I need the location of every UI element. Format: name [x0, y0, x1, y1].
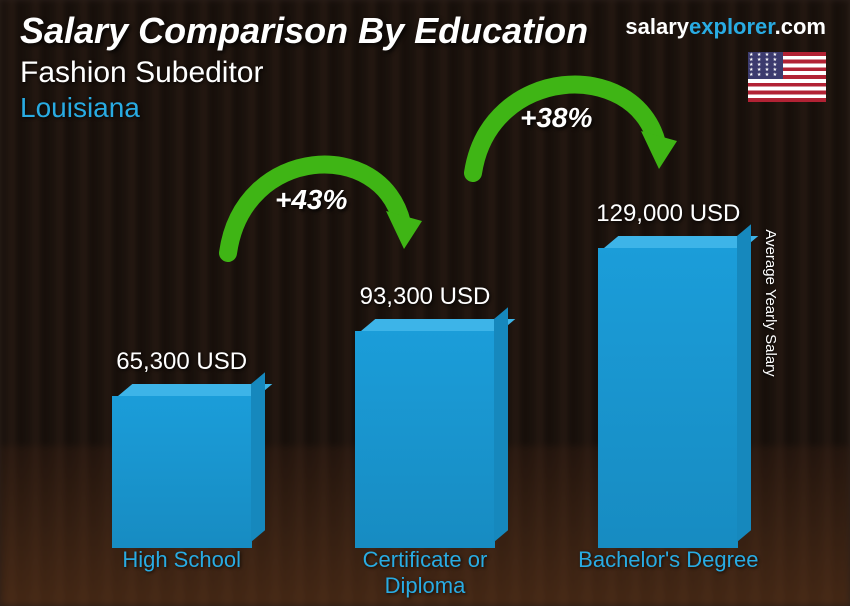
x-axis-label: High School	[82, 547, 282, 598]
bar-front-face	[112, 396, 252, 548]
bar-value-label: 65,300 USD	[116, 348, 247, 376]
bar-top-face	[118, 384, 272, 396]
bar	[112, 384, 252, 536]
x-axis-label: Bachelor's Degree	[568, 547, 768, 598]
bar	[598, 236, 738, 536]
bar-group: 129,000 USD	[568, 200, 768, 536]
x-axis-labels: High School Certificate or Diploma Bachelo…	[60, 547, 790, 598]
bar-top-face	[604, 236, 758, 248]
bar-front-face	[598, 248, 738, 548]
brand-part3: .com	[775, 14, 826, 39]
bar-group: 93,300 USD	[325, 283, 525, 536]
percent-increase-label: +38%	[520, 102, 592, 134]
bar-side-face	[251, 372, 265, 542]
us-flag-icon: ★ ★ ★ ★ ★ ★ ★ ★ ★ ★ ★ ★ ★ ★ ★ ★ ★ ★ ★ ★	[748, 52, 826, 102]
brand-part2: explorer	[689, 14, 775, 39]
subtitle-job: Fashion Subeditor	[20, 56, 830, 90]
subtitle-region: Louisiana	[20, 92, 830, 124]
bar	[355, 319, 495, 536]
bar-group: 65,300 USD	[82, 348, 282, 536]
bar-side-face	[737, 224, 751, 542]
percent-increase-label: +43%	[275, 184, 347, 216]
brand-logo: salaryexplorer.com	[625, 14, 826, 40]
bar-front-face	[355, 331, 495, 548]
brand-part1: salary	[625, 14, 689, 39]
bar-side-face	[494, 307, 508, 542]
x-axis-label: Certificate or Diploma	[325, 547, 525, 598]
bar-value-label: 129,000 USD	[596, 200, 740, 228]
bar-top-face	[361, 319, 515, 331]
chart-container: Salary Comparison By Education Fashion S…	[0, 0, 850, 606]
bar-value-label: 93,300 USD	[360, 283, 491, 311]
